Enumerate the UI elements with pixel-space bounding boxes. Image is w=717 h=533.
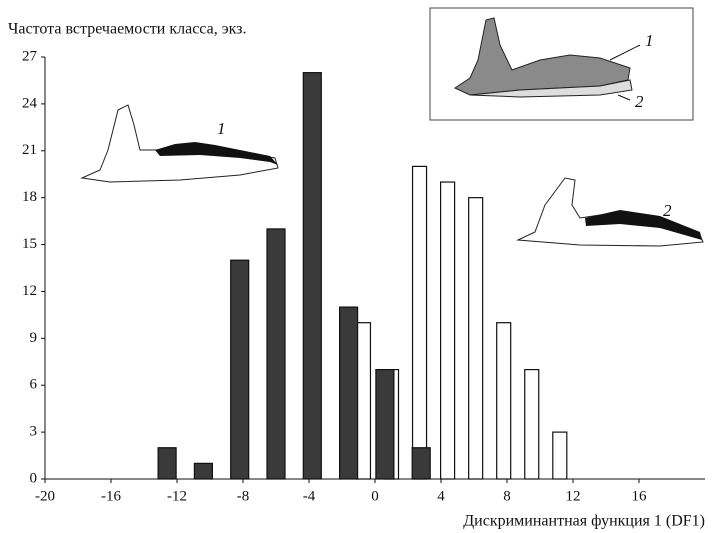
bar (267, 229, 285, 479)
bar (553, 432, 567, 479)
bar (497, 323, 511, 479)
y-tick-label: 24 (22, 95, 38, 111)
bar (376, 370, 394, 479)
bar (303, 73, 321, 479)
jaw-drawing (518, 178, 703, 246)
bar (356, 323, 370, 479)
bar (158, 448, 176, 479)
y-tick-label: 9 (30, 330, 38, 346)
x-axis-title: Дискриминантная функция 1 (DF1) (463, 513, 705, 530)
bar (194, 463, 212, 479)
x-tick-label: -16 (101, 488, 121, 504)
x-tick-label: 12 (566, 488, 581, 504)
bar (231, 260, 249, 479)
y-tick-label: 18 (22, 189, 37, 205)
bar (525, 370, 539, 479)
bar (441, 182, 455, 479)
x-tick-label: -20 (35, 488, 55, 504)
annotation: 1 (217, 119, 226, 138)
annotation: 2 (635, 92, 644, 111)
y-tick-label: 15 (22, 236, 37, 252)
y-tick-label: 0 (30, 470, 38, 486)
x-tick-label: 0 (371, 488, 379, 504)
annotation: 2 (663, 201, 672, 220)
y-tick-label: 6 (30, 377, 38, 393)
x-tick-label: 8 (503, 488, 511, 504)
bar (412, 448, 430, 479)
bar (340, 307, 358, 479)
bar (413, 166, 427, 479)
x-tick-label: -8 (237, 488, 250, 504)
y-tick-label: 21 (22, 142, 37, 158)
x-tick-label: 4 (437, 488, 445, 504)
y-axis-title: Частота встречаемости класса, экз. (8, 21, 246, 38)
x-tick-label: -4 (303, 488, 316, 504)
chart: Частота встречаемости класса, экз. Дискр… (0, 0, 717, 533)
x-tick-label: 16 (632, 488, 648, 504)
annotation: 1 (645, 31, 654, 50)
x-tick-label: -12 (167, 488, 187, 504)
y-tick-label: 27 (22, 48, 38, 64)
bar (469, 198, 483, 479)
y-tick-label: 3 (30, 424, 38, 440)
y-tick-label: 12 (22, 283, 37, 299)
